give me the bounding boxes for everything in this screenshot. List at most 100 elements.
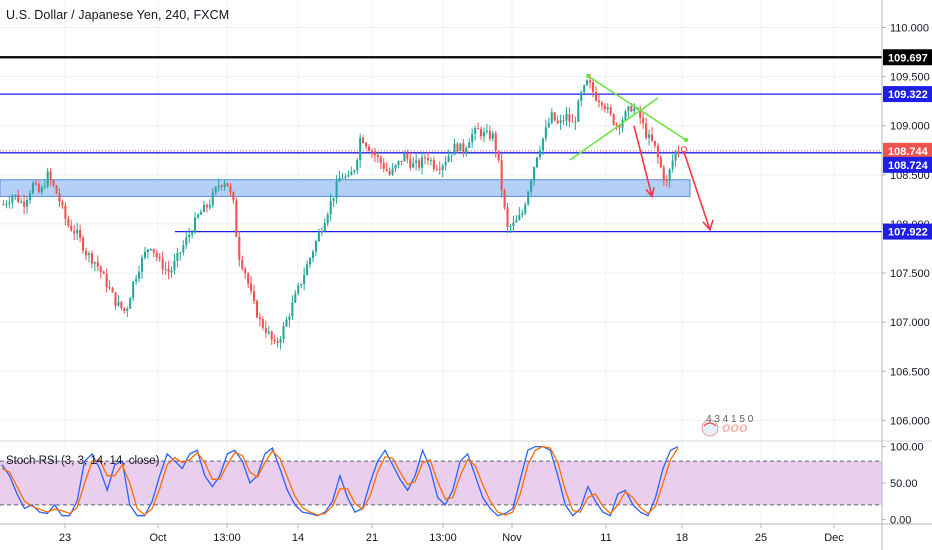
candle-down: [630, 106, 633, 112]
candle-up: [512, 222, 515, 227]
y-tick-label: 109.500: [890, 72, 930, 84]
candle-up: [223, 183, 226, 187]
candle-down: [370, 150, 373, 152]
candle-up: [627, 106, 630, 112]
arrow-anchor: [681, 146, 687, 153]
candle-down: [52, 180, 55, 186]
candle-down: [34, 183, 37, 185]
rsi-series-1: [1, 445, 679, 516]
candle-down: [367, 146, 371, 151]
x-tick-label: 23: [59, 532, 71, 544]
candle-down: [247, 273, 250, 284]
candle-up: [138, 271, 141, 279]
candle-up: [541, 138, 544, 151]
candle-down: [568, 114, 571, 122]
candle-up: [544, 127, 547, 139]
candle-up: [350, 171, 353, 176]
candle-up: [282, 326, 285, 340]
candle-up: [524, 204, 527, 214]
candle-up: [199, 211, 203, 215]
candle-down: [37, 183, 40, 193]
candle-down: [58, 193, 61, 202]
y-tick-label: 106.000: [890, 415, 930, 427]
logo-text: 4 3 4 1 5 0: [706, 414, 754, 425]
candle-up: [194, 217, 197, 233]
price-label: 108.724: [888, 160, 929, 172]
candle-down: [665, 180, 668, 182]
candle-up: [459, 143, 462, 152]
candle-up: [347, 175, 350, 177]
candle-down: [642, 117, 645, 124]
candle-down: [264, 327, 267, 333]
candle-up: [332, 197, 335, 201]
candle-up: [515, 219, 518, 223]
candle-up: [353, 170, 356, 172]
candle-down: [438, 169, 441, 171]
candle-up: [26, 199, 29, 207]
grid-layer: [0, 0, 882, 523]
candle-down: [373, 151, 376, 156]
candle-up: [314, 241, 317, 252]
candle-up: [533, 167, 536, 181]
candle-up: [527, 191, 530, 205]
candle-up: [485, 130, 488, 133]
candle-down: [677, 151, 680, 153]
candle-up: [143, 251, 147, 258]
price-label: 107.922: [888, 227, 928, 239]
candle-up: [188, 234, 191, 238]
candle-down: [435, 168, 438, 170]
candle-up: [214, 187, 217, 193]
rsi-y-tick-label: 50.00: [890, 478, 918, 490]
candle-up: [179, 252, 182, 254]
candle-down: [64, 205, 67, 219]
candle-down: [400, 160, 403, 162]
candle-down: [158, 257, 161, 259]
candle-down: [84, 250, 88, 255]
candle-down: [161, 258, 164, 270]
candle-up: [412, 163, 415, 168]
arrow-line: [633, 125, 653, 197]
candle-down: [67, 218, 70, 226]
candle-up: [624, 111, 627, 121]
candle-up: [291, 302, 294, 317]
candle-down: [220, 185, 223, 187]
candle-down: [123, 307, 126, 311]
candle-down: [362, 137, 365, 143]
candle-up: [671, 160, 674, 170]
triangle-top-line: [587, 75, 687, 141]
candle-up: [217, 185, 220, 188]
candle-up: [309, 258, 312, 265]
candle-up: [447, 156, 450, 162]
candle-up: [46, 171, 49, 187]
candle-down: [409, 158, 412, 168]
x-tick-label: 25: [755, 532, 767, 544]
candle-up: [415, 160, 418, 164]
candle-up: [320, 231, 323, 233]
price-label-bg: [883, 142, 932, 159]
candle-down: [609, 107, 612, 115]
candle-down: [102, 272, 105, 274]
candle-down: [226, 183, 229, 187]
candle-up: [550, 112, 553, 123]
candle-up: [173, 260, 176, 271]
candle-down: [261, 318, 264, 328]
y-tick-label: 106.500: [890, 366, 930, 378]
candle-down: [479, 129, 483, 137]
candle-up: [341, 177, 344, 179]
chart-title: U.S. Dollar / Japanese Yen, 240, FXCM: [6, 8, 230, 22]
arrow-head: [645, 187, 655, 199]
candle-up: [20, 201, 23, 203]
candle-down: [365, 142, 368, 147]
price-label-bg: [883, 49, 932, 66]
candle-up: [474, 128, 477, 134]
candle-up: [140, 257, 144, 272]
candle-up: [468, 142, 471, 149]
candle-down: [55, 185, 58, 194]
triangle-point: [684, 138, 688, 142]
candle-down: [562, 120, 565, 122]
y-tick-label: 107.000: [890, 317, 930, 329]
candle-up: [303, 274, 306, 284]
candle-down: [238, 236, 241, 260]
candle-up: [297, 285, 300, 294]
